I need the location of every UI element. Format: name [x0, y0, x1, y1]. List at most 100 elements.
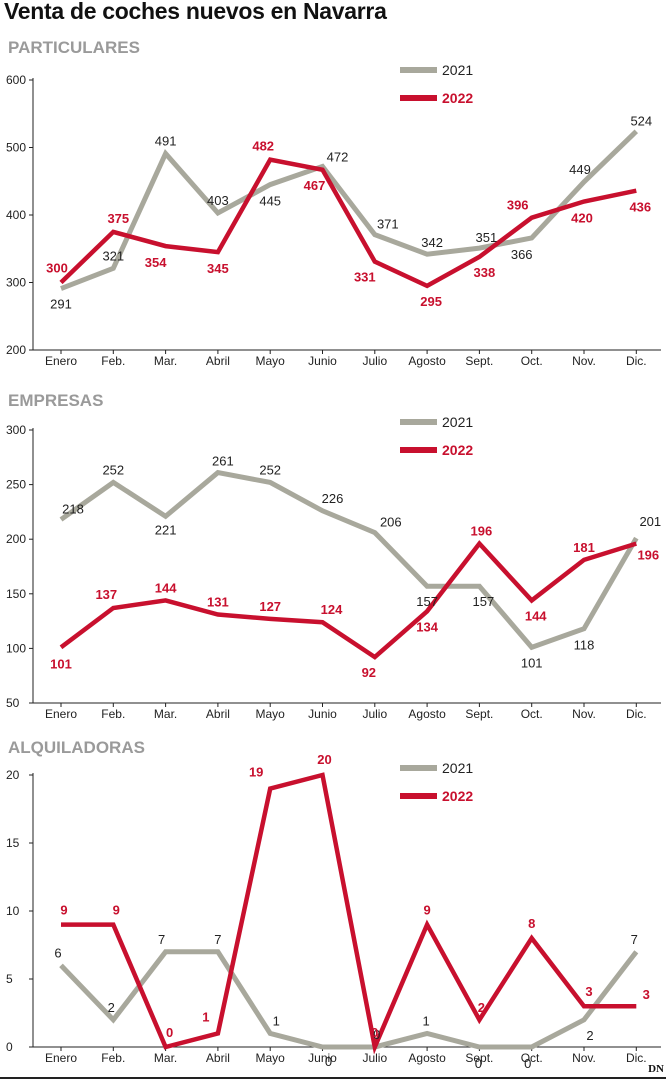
y-tick-label: 100: [6, 641, 26, 655]
data-label-2022: 101: [50, 656, 72, 671]
x-tick-label: Oct.: [521, 1051, 543, 1065]
series-line-2022: [59, 157, 637, 289]
x-tick-label: Julio: [362, 707, 387, 721]
data-label-2021: 491: [155, 134, 177, 149]
y-tick-label: 50: [6, 696, 20, 710]
data-label-2022: 19: [249, 765, 263, 780]
data-label-2022: 3: [585, 984, 592, 999]
x-tick-label: Agosto: [408, 707, 446, 721]
x-tick-label: Abril: [206, 707, 230, 721]
series-line-2022: [59, 540, 637, 660]
data-label-2022: 436: [629, 200, 651, 215]
data-label-2022: 137: [95, 587, 117, 602]
y-tick-label: 400: [6, 208, 26, 222]
data-label-2021: 0: [524, 1056, 531, 1071]
data-label-2021: 157: [416, 594, 438, 609]
legend: 2021 2022: [400, 414, 473, 458]
data-label-2021: 472: [327, 149, 349, 164]
y-tick-label: 300: [6, 423, 26, 437]
data-label-2021: 157: [473, 594, 495, 609]
x-tick-label: Nov.: [572, 354, 596, 368]
x-tick-label: Sept.: [465, 1051, 493, 1065]
data-label-2021: 7: [158, 932, 165, 947]
panel-title: ALQUILADORAS: [8, 738, 145, 757]
data-label-2021: 206: [380, 515, 402, 530]
x-tick-label: Mayo: [256, 707, 286, 721]
chart-panel-1: PARTICULARES 200 300 400 500 600 Enero Feb. Mar.…: [6, 38, 661, 368]
data-label-2022: 196: [471, 524, 493, 539]
series-line-2022: [61, 772, 637, 1055]
x-tick-label: Dic.: [626, 354, 647, 368]
x-tick-label: Feb.: [101, 1051, 125, 1065]
x-tick-label: Dic.: [626, 707, 647, 721]
data-label-2021: 101: [521, 655, 543, 670]
y-tick-label: 300: [6, 276, 26, 290]
data-label-2021: 2: [586, 1028, 593, 1043]
y-tick-label: 20: [6, 768, 20, 782]
x-tick-label: Oct.: [521, 354, 543, 368]
data-label-2021: 7: [631, 932, 638, 947]
legend-label-2022: 2022: [442, 90, 473, 106]
page-title: Venta de coches nuevos en Navarra: [4, 0, 387, 24]
series-line-2021: [60, 129, 639, 291]
data-label-2021: 6: [54, 945, 61, 960]
x-tick-label: Mar.: [154, 707, 177, 721]
data-label-2022: 354: [145, 255, 167, 270]
data-label-2021: 252: [259, 462, 281, 477]
data-label-2022: 181: [573, 540, 595, 555]
x-tick-label: Sept.: [465, 707, 493, 721]
data-label-2022: 0: [166, 1025, 173, 1040]
legend-label-2021: 2021: [442, 414, 473, 430]
data-label-2021: 118: [574, 638, 595, 653]
data-label-2022: 338: [474, 265, 496, 280]
y-tick-label: 0: [6, 1040, 13, 1054]
data-label-2022: 92: [362, 665, 376, 680]
data-label-2022: 331: [354, 270, 376, 285]
legend: 2021 2022: [400, 760, 473, 804]
data-label-2021: 0: [325, 1054, 332, 1069]
x-tick-label: Junio: [308, 354, 337, 368]
data-label-2021: 366: [511, 247, 533, 262]
data-label-2022: 2: [478, 1000, 485, 1015]
y-tick-label: 500: [6, 141, 26, 155]
x-tick-label: Enero: [45, 1051, 77, 1065]
data-label-2022: 1: [202, 1009, 209, 1024]
data-label-2021: 0: [475, 1056, 482, 1071]
series-line-2021: [59, 949, 639, 1050]
data-label-2021: 0: [373, 1027, 380, 1042]
x-tick-label: Nov.: [572, 707, 596, 721]
x-tick-label: Abril: [206, 354, 230, 368]
data-label-2022: 131: [207, 595, 229, 610]
x-tick-label: Nov.: [572, 1051, 596, 1065]
footer-rule: [0, 1077, 666, 1079]
x-tick-label: Agosto: [408, 1051, 446, 1065]
data-label-2021: 351: [476, 230, 498, 245]
data-label-2022: 144: [155, 580, 177, 595]
data-label-2021: 321: [102, 248, 124, 263]
x-tick-label: Enero: [45, 707, 77, 721]
y-tick-label: 150: [6, 587, 26, 601]
chart-panel-2: EMPRESAS 50 100 150 200 250 300 Enero Feb. Mar. Ab…: [6, 391, 661, 721]
legend-label-2021: 2021: [442, 760, 473, 776]
data-label-2021: 2: [108, 1000, 115, 1015]
y-tick-label: 250: [6, 478, 26, 492]
x-tick-label: Mayo: [256, 354, 286, 368]
data-label-2022: 8: [528, 916, 535, 931]
y-tick-label: 10: [6, 904, 20, 918]
data-label-2021: 201: [639, 514, 661, 529]
data-label-2022: 420: [571, 211, 593, 226]
x-tick-label: Mar.: [154, 354, 177, 368]
data-label-2021: 7: [214, 932, 221, 947]
data-label-2021: 226: [322, 491, 344, 506]
x-tick-label: Julio: [362, 354, 387, 368]
data-label-2022: 300: [46, 261, 68, 276]
x-tick-label: Feb.: [101, 707, 125, 721]
data-label-2021: 218: [62, 502, 84, 517]
legend: 2021 2022: [400, 62, 473, 106]
data-label-2022: 124: [321, 602, 343, 617]
brand-logo: DN: [648, 1063, 664, 1075]
x-tick-label: Dic.: [626, 1051, 647, 1065]
data-label-2022: 127: [259, 599, 281, 614]
data-label-2021: 342: [421, 235, 443, 250]
